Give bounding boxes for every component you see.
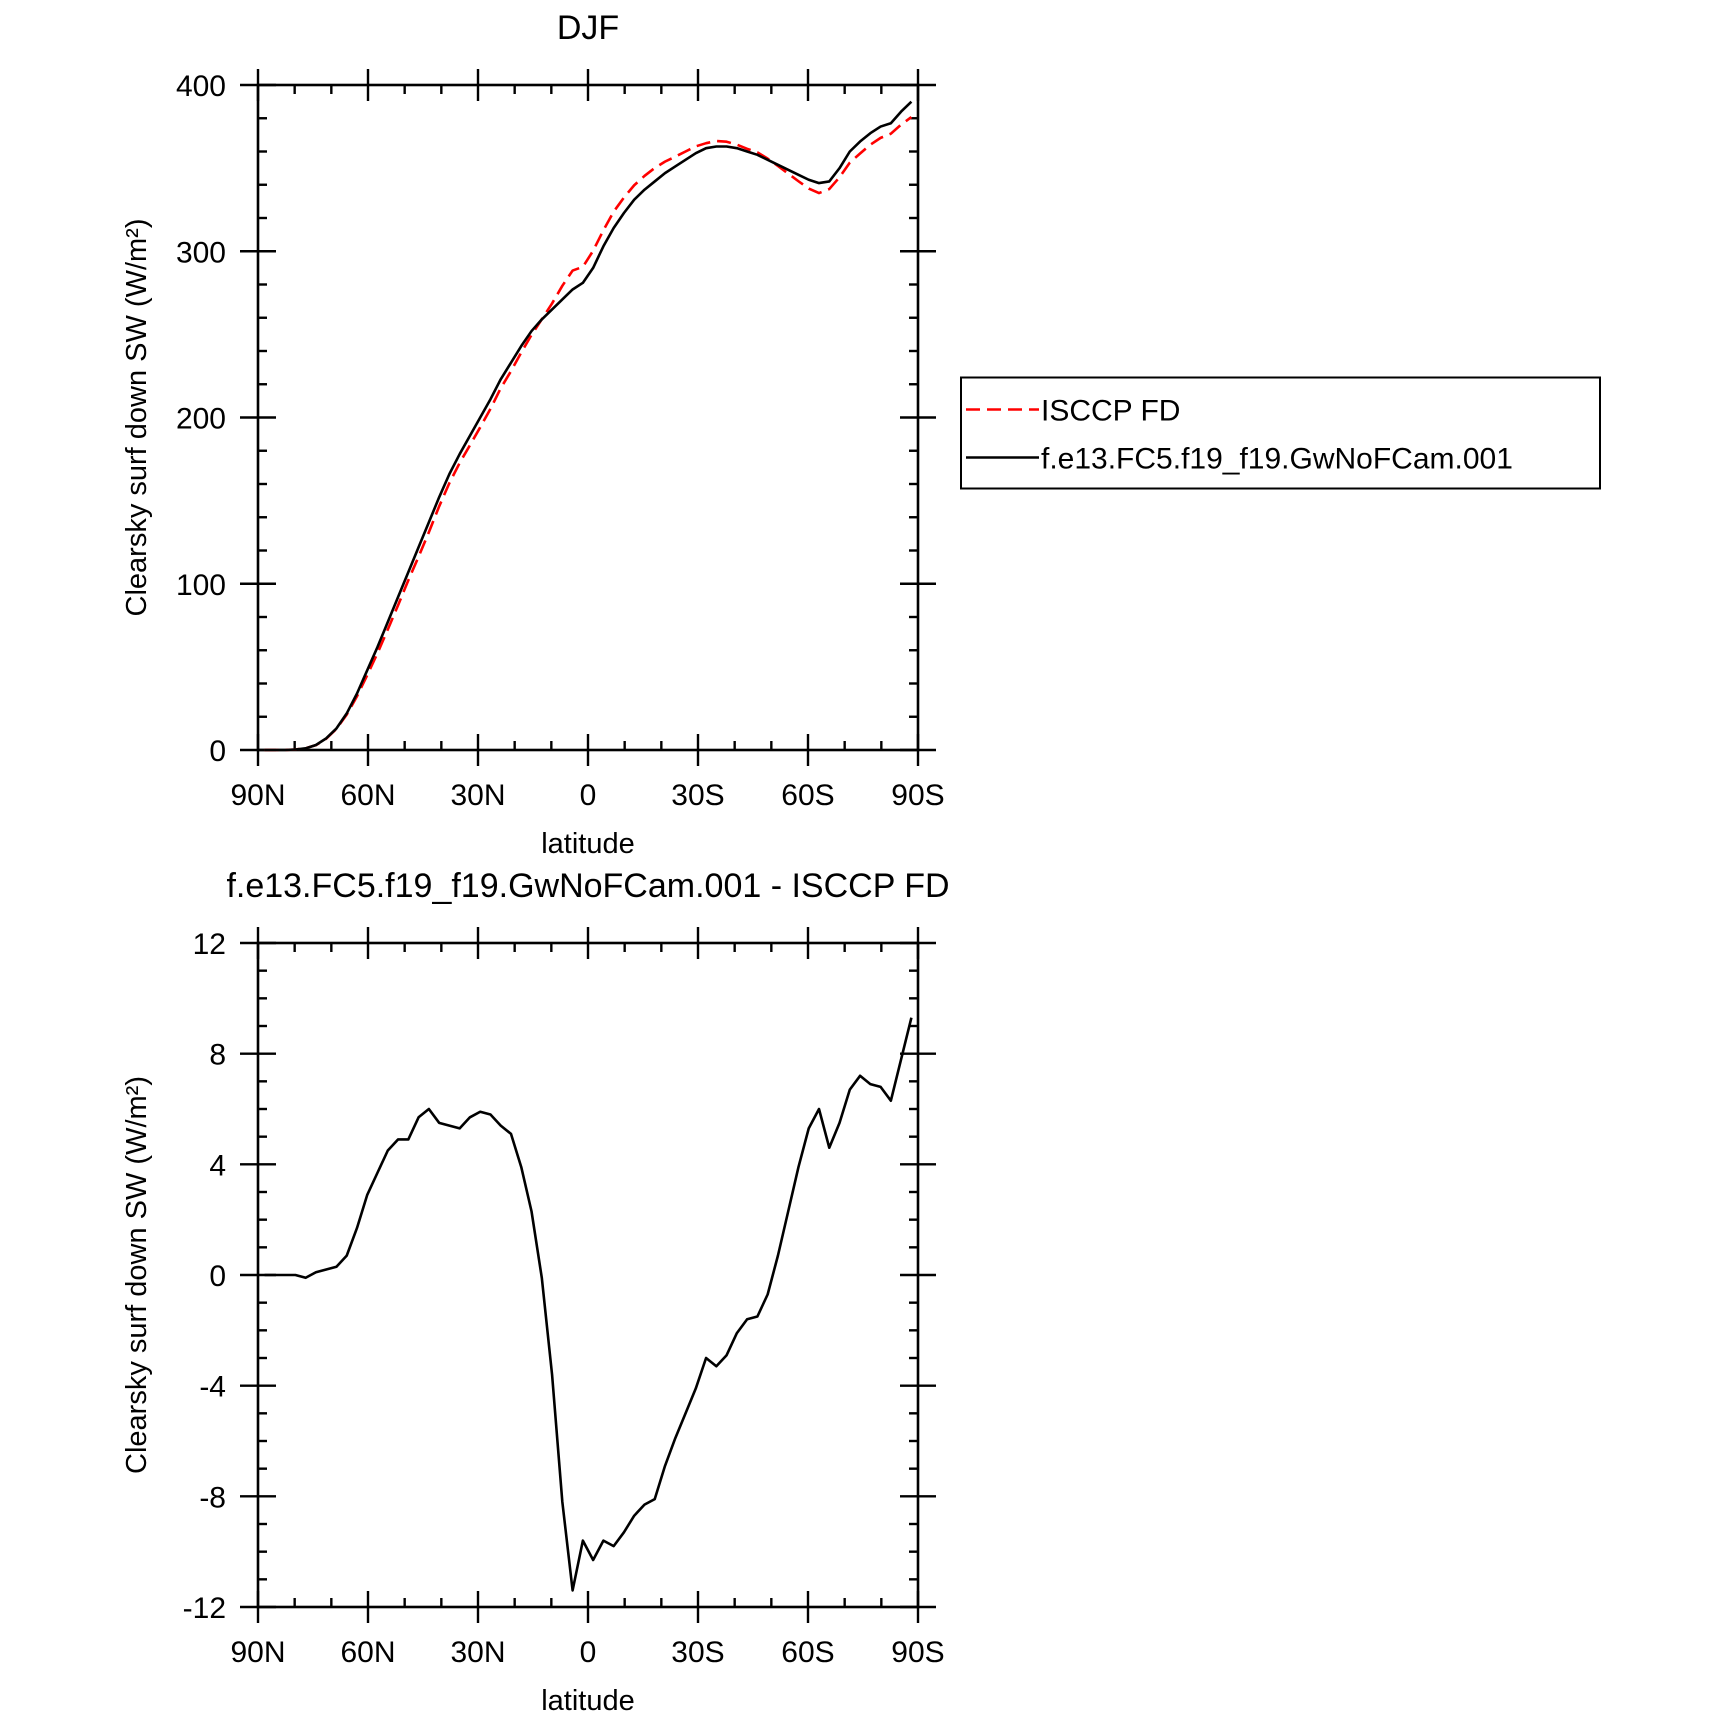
x-tick-label: 30S [671, 779, 724, 812]
plot-frame [256, 941, 920, 1609]
y-tick-label: 8 [209, 1039, 226, 1072]
data-line [264, 100, 913, 752]
legend-box [960, 376, 1601, 490]
x-tick-label: 0 [580, 1636, 597, 1669]
y-tick-label: 4 [209, 1149, 226, 1182]
y-axis-label: Clearsky surf down SW (W/m²) [121, 219, 153, 617]
x-tick-label: 60S [781, 1636, 834, 1669]
y-tick-label: -8 [199, 1481, 226, 1514]
y-tick-label: -12 [183, 1592, 226, 1625]
x-tick-label: 90S [891, 779, 944, 812]
data-line [264, 1017, 913, 1592]
x-tick-label: 90S [891, 1636, 944, 1669]
x-tick-label: 60N [340, 779, 395, 812]
x-tick-label: 30S [671, 1636, 724, 1669]
x-axis-label: latitude [541, 1685, 635, 1717]
legend-label: f.e13.FC5.f19_f19.GwNoFCam.001 [1041, 443, 1513, 476]
x-tick-label: 0 [580, 779, 597, 812]
data-line [264, 116, 913, 752]
chart-title: DJF [557, 9, 619, 47]
x-tick-label: 60N [340, 1636, 395, 1669]
x-tick-label: 90N [230, 779, 285, 812]
x-tick-label: 90N [230, 1636, 285, 1669]
y-tick-label: 12 [193, 928, 226, 961]
plot-frame [256, 83, 920, 752]
x-tick-label: 30N [450, 779, 505, 812]
y-tick-label: -4 [199, 1371, 226, 1404]
x-axis-label: latitude [541, 828, 635, 860]
y-tick-label: 0 [209, 735, 226, 768]
y-tick-label: 200 [176, 403, 226, 436]
y-tick-label: 100 [176, 569, 226, 602]
x-tick-label: 30N [450, 1636, 505, 1669]
y-tick-label: 0 [209, 1260, 226, 1293]
y-axis-label: Clearsky surf down SW (W/m²) [121, 1076, 153, 1474]
y-tick-label: 300 [176, 236, 226, 269]
x-tick-label: 60S [781, 779, 834, 812]
y-tick-label: 400 [176, 70, 226, 103]
legend-label: ISCCP FD [1041, 395, 1180, 428]
chart-title: f.e13.FC5.f19_f19.GwNoFCam.001 - ISCCP F… [226, 867, 949, 905]
